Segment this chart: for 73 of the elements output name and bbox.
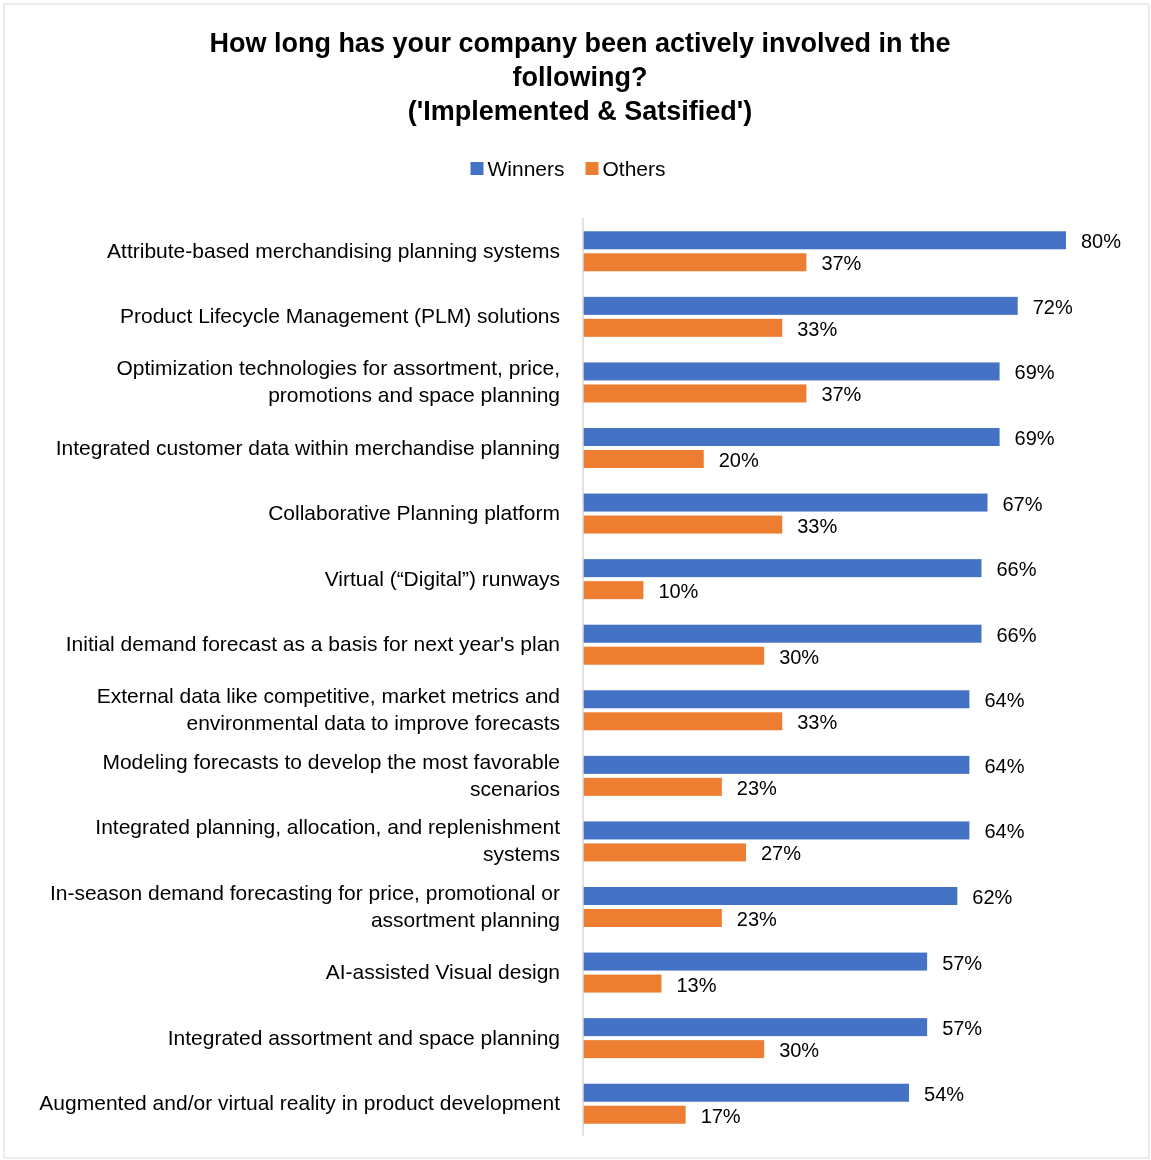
data-label: 69% <box>1014 427 1055 449</box>
y-tick-label: Integrated planning, allocation, and replenishment systems <box>95 815 561 866</box>
data-label: 33% <box>797 514 838 537</box>
bar <box>583 887 958 905</box>
data-label: 72% <box>1032 295 1073 318</box>
bar <box>583 362 1000 381</box>
bar <box>583 493 988 512</box>
bar <box>583 1083 910 1102</box>
bar <box>583 821 970 840</box>
bar <box>583 1018 928 1037</box>
data-label: 13% <box>676 973 717 996</box>
bar <box>583 581 644 600</box>
data-label: 80% <box>1081 230 1122 253</box>
data-label: 66% <box>996 623 1037 646</box>
data-label: 57% <box>942 951 983 974</box>
y-tick-label: External data like competitive, market metrics and environmental data to improve forecasts <box>96 684 560 735</box>
bar <box>583 318 783 337</box>
y-tick-label: In-season demand forecasting for price, promotional or assortment planning <box>49 881 560 931</box>
y-tick-label: Augmented and/or virtual reality in product development <box>39 1091 561 1115</box>
data-label: 20% <box>718 449 759 471</box>
data-label: 54% <box>924 1082 965 1105</box>
bar <box>583 231 1066 250</box>
data-label: 33% <box>797 711 838 734</box>
y-tick-label: Integrated customer data within merchandise planning <box>55 435 560 459</box>
data-label: 69% <box>1014 361 1055 384</box>
bar <box>583 952 928 971</box>
legend-label: Winners <box>487 157 565 180</box>
y-tick-label: Optimization technologies for assortment, price, promotions and space planning <box>116 356 560 407</box>
data-label: 67% <box>1002 492 1043 515</box>
bar <box>583 428 1000 446</box>
bar <box>583 515 783 534</box>
data-label: 64% <box>984 820 1025 843</box>
bar <box>583 777 722 796</box>
data-label: 37% <box>821 383 862 406</box>
data-label: 37% <box>821 252 862 275</box>
y-tick-label: AI-assisted Visual design <box>325 960 560 984</box>
bar <box>583 909 722 927</box>
data-label: 33% <box>797 317 838 340</box>
y-tick-label: Attribute-based merchandising planning systems <box>107 238 560 262</box>
data-label: 66% <box>996 558 1037 581</box>
y-tick-label: Collaborative Planning platform <box>268 501 560 525</box>
bar <box>583 296 1018 315</box>
data-label: 30% <box>779 645 820 668</box>
bar <box>583 1105 686 1124</box>
data-label: 62% <box>972 886 1013 908</box>
data-label: 30% <box>779 1039 820 1062</box>
chart-title: How long has your company been actively involved in the following? ('Implemented & Satsified') <box>209 28 951 126</box>
bar <box>583 690 970 709</box>
bar <box>583 624 982 643</box>
data-label: 64% <box>984 754 1025 777</box>
bar <box>583 843 747 862</box>
y-tick-label: Initial demand forecast as a basis for next year's plan <box>65 632 560 656</box>
data-label: 17% <box>700 1104 741 1127</box>
data-label: 23% <box>736 776 778 799</box>
bar <box>583 559 982 578</box>
y-tick-label: Virtual (“Digital”) runways <box>324 566 560 590</box>
bar <box>583 450 704 468</box>
bar <box>583 253 807 272</box>
y-tick-label: Modeling forecasts to develop the most favorable scenarios <box>102 749 560 800</box>
data-label: 23% <box>736 908 778 930</box>
legend-label: Others <box>602 157 666 180</box>
bar <box>583 1040 765 1059</box>
y-tick-label: Integrated assortment and space planning <box>167 1025 560 1049</box>
bar <box>583 755 970 774</box>
bar <box>583 384 807 403</box>
bar <box>583 712 783 731</box>
y-tick-label: Product Lifecycle Management (PLM) solutions <box>119 304 560 328</box>
data-label: 27% <box>761 842 802 865</box>
data-label: 10% <box>658 580 699 603</box>
data-label: 57% <box>942 1017 983 1040</box>
bar <box>583 646 765 665</box>
data-label: 64% <box>984 689 1025 712</box>
bar <box>583 974 662 993</box>
